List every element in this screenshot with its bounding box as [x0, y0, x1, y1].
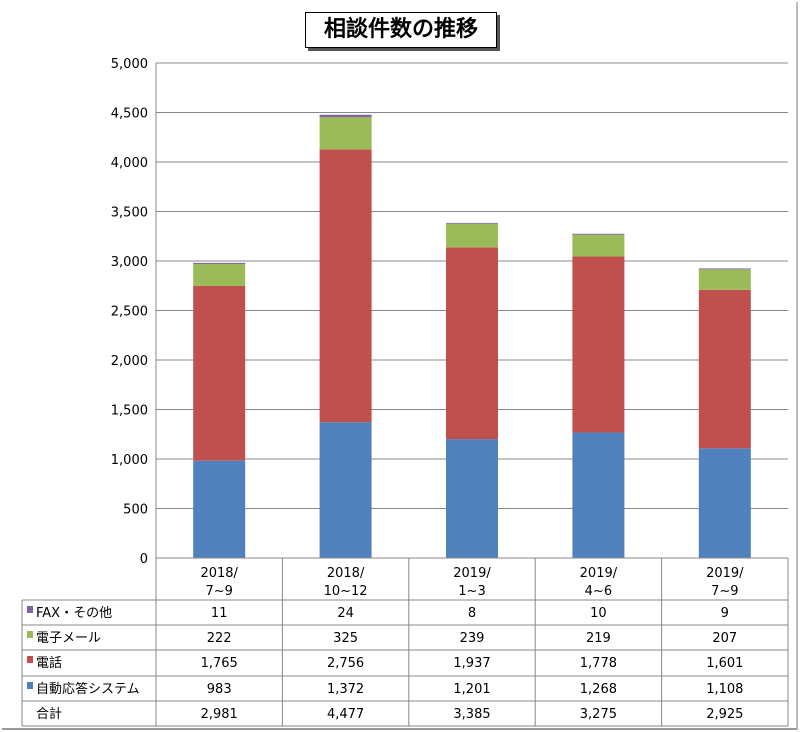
bar-segment [319, 149, 372, 423]
data-label: 2,925 [706, 707, 743, 722]
bar-segment [319, 114, 372, 118]
y-tick-label: 1,500 [111, 404, 148, 419]
data-label: 207 [712, 631, 737, 646]
data-label: 2,981 [201, 707, 238, 722]
bar-segment [572, 432, 625, 558]
y-tick-label: 3,500 [111, 206, 148, 221]
table-row-label: 電話 [36, 655, 62, 671]
bar-segment [193, 263, 246, 286]
data-label: 1,778 [580, 656, 617, 671]
x-tick-label: 2019/ [453, 566, 491, 581]
chart-title: 相談件数の推移 [305, 12, 497, 48]
x-tick-label: 10~12 [324, 584, 368, 599]
bar-segment [698, 269, 751, 290]
y-tick-label: 2,000 [111, 354, 148, 369]
bar-segment [572, 233, 625, 235]
data-label: 219 [586, 631, 611, 646]
bar-segment [698, 448, 751, 558]
x-tick-label: 2018/ [200, 566, 238, 581]
x-tick-label: 4~6 [585, 584, 612, 599]
data-label: 4,477 [327, 707, 364, 722]
data-label: 1,372 [327, 682, 364, 697]
data-label: 1,601 [706, 656, 743, 671]
data-label: 3,275 [580, 707, 617, 722]
x-tick-label: 7~9 [711, 584, 738, 599]
bar-segment [319, 422, 372, 558]
bar-segment [446, 439, 498, 558]
data-label: 8 [468, 606, 476, 621]
y-tick-label: 4,500 [111, 107, 148, 122]
x-tick-label: 2019/ [580, 566, 618, 581]
data-label: 11 [211, 606, 228, 621]
bar-segment [446, 223, 498, 248]
legend-key [27, 656, 33, 663]
bar-segment [698, 289, 751, 449]
table-row-label: 合計 [36, 706, 62, 722]
table-row-label: 自動応答システム [36, 681, 140, 697]
data-label: 325 [333, 631, 358, 646]
bar-segment [572, 256, 625, 433]
data-label: 1,108 [706, 682, 743, 697]
y-tick-label: 4,000 [111, 156, 148, 171]
legend-key [27, 682, 33, 689]
x-tick-label: 2019/ [706, 566, 744, 581]
data-label: 1,937 [453, 656, 490, 671]
data-label: 983 [207, 682, 232, 697]
y-tick-label: 0 [140, 552, 148, 567]
data-label: 222 [207, 631, 232, 646]
y-tick-label: 2,500 [111, 305, 148, 320]
legend-key [27, 631, 33, 638]
bar-segment [319, 117, 372, 150]
bar-segment [446, 222, 498, 224]
data-label: 10 [590, 606, 607, 621]
bar-segment [698, 268, 751, 270]
y-tick-label: 5,000 [111, 57, 148, 72]
y-tick-label: 500 [123, 503, 148, 518]
table-row-label: 電子メール [36, 631, 101, 646]
bar-segment [446, 247, 498, 440]
x-tick-label: 2018/ [327, 566, 365, 581]
legend-key [27, 606, 33, 613]
data-label: 1,268 [580, 682, 617, 697]
data-label: 2,756 [327, 656, 364, 671]
x-tick-label: 7~9 [205, 584, 232, 599]
bar-segment [193, 262, 246, 264]
data-label: 239 [460, 631, 485, 646]
data-label: 9 [721, 606, 729, 621]
data-label: 3,385 [453, 707, 490, 722]
x-tick-label: 1~3 [458, 584, 485, 599]
bar-segment [193, 285, 246, 461]
bar-segment [572, 234, 625, 257]
data-label: 1,765 [201, 656, 238, 671]
data-label: 1,201 [453, 682, 490, 697]
bar-segment [193, 460, 246, 558]
data-label: 24 [337, 606, 354, 621]
table-row-label: FAX・その他 [36, 606, 112, 621]
y-tick-label: 1,000 [111, 453, 148, 468]
y-tick-label: 3,000 [111, 255, 148, 270]
